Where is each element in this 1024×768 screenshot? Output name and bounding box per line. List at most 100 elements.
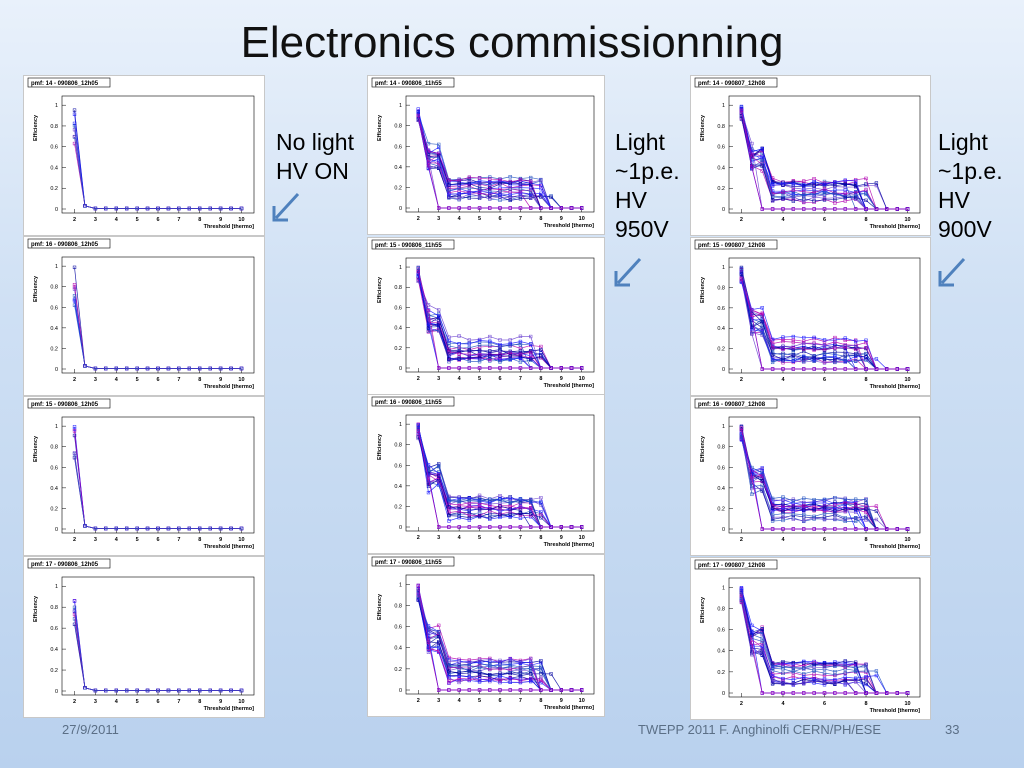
data-point bbox=[416, 429, 420, 433]
data-point bbox=[488, 334, 492, 339]
data-point bbox=[791, 186, 796, 190]
data-point bbox=[508, 198, 512, 203]
data-point bbox=[853, 196, 858, 200]
data-point bbox=[791, 499, 796, 503]
data-point bbox=[457, 366, 461, 370]
data-point bbox=[498, 688, 502, 692]
data-point bbox=[895, 691, 899, 695]
data-point bbox=[177, 688, 181, 693]
data-point bbox=[166, 526, 171, 531]
data-point bbox=[760, 471, 764, 475]
plot-svg: pmf: 16 - 090806_12h05 Efficiency 0 0.2 0.4 0… bbox=[27, 238, 255, 390]
x-tick-label: 4 bbox=[781, 537, 785, 543]
data-point bbox=[498, 525, 502, 529]
series-line bbox=[74, 453, 242, 529]
data-point bbox=[529, 525, 533, 529]
data-point bbox=[488, 657, 492, 662]
data-point bbox=[467, 513, 471, 518]
data-point bbox=[864, 191, 868, 195]
data-point bbox=[569, 688, 574, 692]
data-point bbox=[104, 366, 108, 371]
plot-panel: pmf: 14 - 090806_11h55 Efficiency 0 0.2 0.4 0… bbox=[367, 75, 605, 235]
annotation-line: 900V bbox=[938, 216, 992, 242]
data-point bbox=[885, 207, 889, 211]
plot-title: pmf: 16 - 090806_11h55 bbox=[375, 400, 442, 406]
data-point bbox=[156, 688, 160, 693]
x-tick-label: 10 bbox=[904, 217, 910, 223]
data-point bbox=[437, 646, 441, 650]
data-point bbox=[781, 337, 785, 342]
data-point bbox=[791, 359, 796, 363]
data-point bbox=[477, 196, 482, 201]
data-point bbox=[781, 207, 785, 211]
data-point bbox=[437, 308, 441, 312]
data-point bbox=[750, 332, 754, 336]
x-tick-label: 3 bbox=[437, 698, 440, 704]
x-tick-label: 9 bbox=[219, 537, 222, 543]
data-point bbox=[239, 688, 244, 693]
data-point bbox=[457, 671, 461, 676]
data-point bbox=[437, 314, 441, 318]
annotation-line: HV ON bbox=[276, 158, 349, 184]
y-tick-label: 0.6 bbox=[50, 145, 58, 151]
data-point bbox=[416, 583, 420, 588]
data-point bbox=[457, 342, 461, 346]
data-point bbox=[802, 661, 806, 665]
data-point bbox=[447, 497, 451, 502]
data-point bbox=[488, 662, 492, 666]
data-point bbox=[114, 526, 118, 531]
x-tick-label: 2 bbox=[73, 217, 76, 223]
data-point bbox=[437, 688, 441, 692]
y-tick-label: 0.4 bbox=[394, 484, 402, 490]
data-point bbox=[781, 665, 785, 670]
data-point bbox=[791, 669, 796, 673]
data-point bbox=[218, 688, 223, 693]
data-point bbox=[447, 513, 451, 518]
data-point bbox=[770, 503, 775, 508]
data-point bbox=[822, 671, 827, 675]
data-point bbox=[72, 455, 77, 460]
data-point bbox=[498, 354, 502, 358]
y-tick-label: 0.8 bbox=[50, 285, 58, 291]
x-tick-label: 6 bbox=[823, 701, 826, 707]
x-tick-label: 6 bbox=[156, 217, 159, 223]
data-point bbox=[488, 516, 492, 520]
data-point bbox=[529, 182, 533, 187]
data-point bbox=[488, 343, 492, 347]
series-line bbox=[74, 614, 242, 691]
x-tick-label: 4 bbox=[115, 217, 119, 223]
data-point bbox=[477, 514, 482, 518]
data-point bbox=[437, 634, 441, 639]
data-point bbox=[488, 664, 492, 669]
plot-title-box bbox=[27, 77, 111, 88]
data-point bbox=[457, 525, 461, 529]
y-tick-label: 0.6 bbox=[394, 144, 402, 150]
data-point bbox=[791, 682, 796, 686]
data-point bbox=[539, 516, 543, 520]
data-point bbox=[477, 674, 482, 678]
y-tick-label: 0.6 bbox=[394, 305, 402, 311]
x-tick-label: 4 bbox=[458, 376, 462, 382]
data-point bbox=[135, 366, 139, 371]
x-tick-label: 10 bbox=[904, 377, 910, 383]
data-point bbox=[549, 525, 553, 529]
data-point bbox=[739, 277, 744, 281]
data-point bbox=[549, 688, 553, 692]
series-line bbox=[741, 109, 908, 210]
data-point bbox=[467, 677, 471, 681]
data-point bbox=[802, 496, 806, 500]
data-point bbox=[498, 658, 502, 663]
data-point bbox=[812, 507, 816, 511]
series-line bbox=[74, 618, 242, 691]
data-point bbox=[498, 679, 502, 683]
data-point bbox=[508, 190, 512, 194]
data-point bbox=[791, 338, 796, 342]
data-point bbox=[864, 681, 868, 685]
data-point bbox=[791, 353, 796, 357]
y-tick-label: 0 bbox=[399, 366, 402, 372]
data-point bbox=[83, 204, 87, 208]
y-tick-label: 1 bbox=[55, 264, 58, 270]
data-point bbox=[781, 527, 785, 531]
plot-title-box bbox=[371, 239, 455, 250]
plot-frame bbox=[61, 576, 255, 696]
